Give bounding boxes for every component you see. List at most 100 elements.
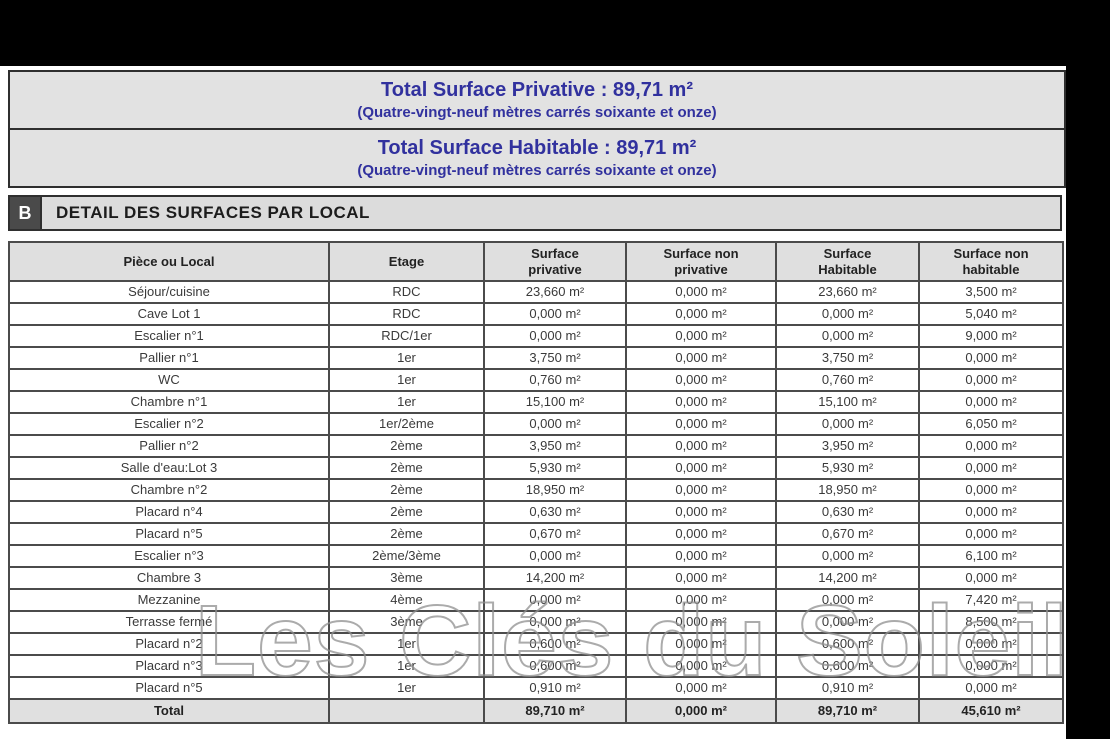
cell-surface_non_habitable: 6,050 m² — [918, 412, 1064, 436]
table-row: Placard n°3 1er 0,600 m² 0,000 m² 0,600 m² 0,… — [8, 654, 1064, 678]
cell-piece: Chambre 3 — [8, 566, 330, 590]
cell-surface_privative: 0,600 m² — [483, 632, 627, 656]
cell-surface_non_privative: 0,000 m² — [625, 676, 777, 700]
cell-surface_privative: 14,200 m² — [483, 566, 627, 590]
cell-surface_privative: 0,000 m² — [483, 324, 627, 348]
cell-surface_habitable: 0,760 m² — [775, 368, 920, 392]
cell-surface_non_privative: 0,000 m² — [625, 632, 777, 656]
summary-banners: Total Surface Privative : 89,71 m² (Quat… — [8, 70, 1066, 188]
cell-etage: 2ème — [328, 522, 485, 546]
table-row: Placard n°4 2ème 0,630 m² 0,000 m² 0,630 m² 0… — [8, 500, 1064, 524]
cell-surface_non_privative: 0,000 m² — [625, 566, 777, 590]
cell-surface_privative: 0,760 m² — [483, 368, 627, 392]
cell-surface_habitable: 89,710 m² — [775, 698, 920, 724]
table-row: Placard n°2 1er 0,600 m² 0,000 m² 0,600 m² 0,… — [8, 632, 1064, 656]
cell-surface_non_privative: 0,000 m² — [625, 346, 777, 370]
cell-surface_habitable: 0,630 m² — [775, 500, 920, 524]
cell-etage: 1er — [328, 368, 485, 392]
table-row: Chambre n°1 1er 15,100 m² 0,000 m² 15,100 m²… — [8, 390, 1064, 414]
banner-surface-habitable: Total Surface Habitable : 89,71 m² (Quat… — [10, 128, 1064, 186]
cell-piece: Placard n°5 — [8, 522, 330, 546]
cell-piece: Salle d'eau:Lot 3 — [8, 456, 330, 480]
cell-piece: Séjour/cuisine — [8, 280, 330, 304]
cell-piece: Mezzanine — [8, 588, 330, 612]
cell-etage: 3ème — [328, 566, 485, 590]
cell-piece: Placard n°3 — [8, 654, 330, 678]
cell-surface_privative: 5,930 m² — [483, 456, 627, 480]
cell-etage: 2ème — [328, 500, 485, 524]
cell-surface_non_habitable: 0,000 m² — [918, 522, 1064, 546]
total-surface-privative-words: (Quatre-vingt-neuf mètres carrés soixant… — [357, 104, 717, 121]
cell-surface_habitable: 0,670 m² — [775, 522, 920, 546]
column-header-surface_habitable: Surface Habitable — [775, 241, 920, 282]
cell-etage: 2ème/3ème — [328, 544, 485, 568]
cell-piece: Escalier n°1 — [8, 324, 330, 348]
cell-surface_non_privative: 0,000 m² — [625, 456, 777, 480]
section-title: DETAIL DES SURFACES PAR LOCAL — [42, 197, 1060, 229]
cell-surface_habitable: 0,910 m² — [775, 676, 920, 700]
cell-surface_non_privative: 0,000 m² — [625, 654, 777, 678]
cell-surface_habitable: 0,000 m² — [775, 302, 920, 326]
cell-surface_non_habitable: 0,000 m² — [918, 500, 1064, 524]
cell-piece: Chambre n°2 — [8, 478, 330, 502]
cell-etage: 1er/2ème — [328, 412, 485, 436]
cell-surface_privative: 0,000 m² — [483, 302, 627, 326]
cell-piece: Total — [8, 698, 330, 724]
cell-surface_non_privative: 0,000 m² — [625, 478, 777, 502]
cell-etage: RDC/1er — [328, 324, 485, 348]
cell-surface_non_privative: 0,000 m² — [625, 324, 777, 348]
cell-surface_privative: 0,670 m² — [483, 522, 627, 546]
cell-surface_non_privative: 0,000 m² — [625, 610, 777, 634]
cell-etage: RDC — [328, 280, 485, 304]
cell-etage: 2ème — [328, 456, 485, 480]
cell-surface_non_privative: 0,000 m² — [625, 434, 777, 458]
total-surface-habitable: Total Surface Habitable : 89,71 m² — [377, 137, 697, 159]
cell-surface_non_habitable: 0,000 m² — [918, 654, 1064, 678]
cell-piece: Escalier n°3 — [8, 544, 330, 568]
total-surface-privative: Total Surface Privative : 89,71 m² — [381, 79, 693, 101]
cell-etage: 1er — [328, 654, 485, 678]
cell-surface_habitable: 0,000 m² — [775, 324, 920, 348]
cell-surface_non_privative: 0,000 m² — [625, 544, 777, 568]
cell-etage: 1er — [328, 632, 485, 656]
column-header-surface_non_habitable: Surface non habitable — [918, 241, 1064, 282]
table-row: Placard n°5 2ème 0,670 m² 0,000 m² 0,670 m² 0… — [8, 522, 1064, 546]
cell-surface_privative: 0,630 m² — [483, 500, 627, 524]
table-row: Escalier n°2 1er/2ème 0,000 m² 0,000 m² 0,00… — [8, 412, 1064, 436]
cell-etage: RDC — [328, 302, 485, 326]
cell-surface_non_habitable: 5,040 m² — [918, 302, 1064, 326]
table-row: WC 1er 0,760 m² 0,000 m² 0,760 m² 0,000 m² — [8, 368, 1064, 392]
cell-etage — [328, 698, 485, 724]
cell-surface_habitable: 0,000 m² — [775, 412, 920, 436]
column-header-piece: Pièce ou Local — [8, 241, 330, 282]
table-header-row: Pièce ou Local Etage Surface privative Surf… — [8, 241, 1064, 282]
cell-surface_non_habitable: 3,500 m² — [918, 280, 1064, 304]
cell-surface_non_habitable: 0,000 m² — [918, 434, 1064, 458]
cell-surface_non_habitable: 0,000 m² — [918, 456, 1064, 480]
cell-surface_non_privative: 0,000 m² — [625, 500, 777, 524]
table-row: Séjour/cuisine RDC 23,660 m² 0,000 m² 23,660… — [8, 280, 1064, 304]
cell-piece: Pallier n°2 — [8, 434, 330, 458]
cell-surface_privative: 89,710 m² — [483, 698, 627, 724]
cell-surface_non_habitable: 7,420 m² — [918, 588, 1064, 612]
table-row: Chambre 3 3ème 14,200 m² 0,000 m² 14,200 m² 0… — [8, 566, 1064, 590]
table-row: Pallier n°1 1er 3,750 m² 0,000 m² 3,750 m² 0,… — [8, 346, 1064, 370]
cell-surface_non_habitable: 0,000 m² — [918, 390, 1064, 414]
table-row: Escalier n°1 RDC/1er 0,000 m² 0,000 m² 0,000… — [8, 324, 1064, 348]
cell-surface_non_habitable: 9,000 m² — [918, 324, 1064, 348]
cell-surface_habitable: 18,950 m² — [775, 478, 920, 502]
cell-surface_non_habitable: 0,000 m² — [918, 478, 1064, 502]
cell-etage: 2ème — [328, 434, 485, 458]
cell-surface_privative: 0,910 m² — [483, 676, 627, 700]
section-letter-badge: B — [10, 197, 42, 229]
cell-piece: Placard n°4 — [8, 500, 330, 524]
cell-surface_habitable: 0,000 m² — [775, 544, 920, 568]
cell-surface_non_privative: 0,000 m² — [625, 522, 777, 546]
cell-surface_non_habitable: 0,000 m² — [918, 346, 1064, 370]
cell-surface_habitable: 0,600 m² — [775, 654, 920, 678]
cell-etage: 3ème — [328, 610, 485, 634]
cell-surface_privative: 15,100 m² — [483, 390, 627, 414]
cell-piece: Escalier n°2 — [8, 412, 330, 436]
cell-surface_non_habitable: 0,000 m² — [918, 368, 1064, 392]
cell-surface_privative: 3,950 m² — [483, 434, 627, 458]
